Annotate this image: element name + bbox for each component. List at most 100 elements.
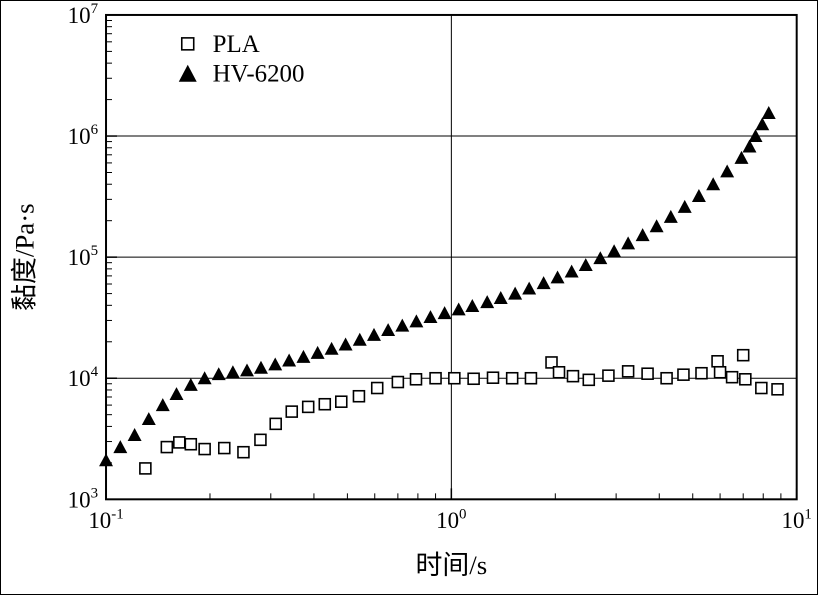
data-point-square	[677, 368, 690, 381]
legend-label: HV-6200	[213, 61, 305, 88]
data-point-square	[524, 371, 538, 385]
data-point-triangle	[755, 117, 770, 131]
data-point-square	[566, 369, 580, 383]
data-point-triangle	[691, 188, 706, 202]
data-point-square	[285, 405, 299, 418]
data-point-square	[301, 400, 315, 414]
data-point-triangle	[621, 236, 636, 250]
data-point-triangle	[480, 295, 495, 309]
series-pla	[139, 348, 784, 475]
data-point-square	[713, 365, 727, 379]
data-point-square	[552, 365, 566, 379]
data-point-square	[448, 371, 461, 385]
data-point-square	[545, 356, 558, 369]
data-point-square	[269, 417, 282, 431]
data-point-triangle	[211, 367, 226, 381]
data-point-square	[467, 372, 480, 386]
legend-item-pla: PLA	[180, 31, 260, 58]
data-point-triangle	[677, 199, 692, 213]
data-point-triangle	[536, 276, 551, 290]
data-point-square	[755, 381, 768, 395]
data-point-triangle	[183, 377, 198, 391]
data-point-triangle	[663, 209, 678, 223]
data-point-square	[621, 365, 635, 378]
data-point-triangle	[493, 290, 508, 304]
data-point-triangle	[155, 398, 170, 412]
data-point-triangle	[253, 360, 268, 374]
data-point-triangle	[564, 264, 579, 278]
y-tick-label: 105	[68, 243, 98, 270]
y-axis-label: 黏度/Pa·s	[9, 203, 39, 311]
data-point-triangle	[748, 129, 763, 143]
data-point-square	[254, 433, 267, 447]
x-tick-label: 101	[782, 506, 812, 533]
x-tick-label: 10-1	[88, 506, 123, 533]
data-point-triangle	[197, 371, 212, 385]
series-hv-6200	[99, 106, 776, 467]
data-point-triangle	[324, 341, 339, 355]
data-point-square	[695, 366, 708, 380]
data-point-triangle	[338, 337, 353, 351]
data-point-triangle	[99, 453, 113, 467]
data-point-triangle	[550, 270, 565, 284]
data-point-square	[409, 373, 423, 386]
data-point-triangle	[296, 349, 311, 363]
data-point-triangle	[352, 332, 367, 346]
data-point-square	[582, 373, 596, 387]
data-point-square	[139, 462, 152, 475]
data-point-square	[429, 371, 442, 385]
data-point-triangle	[437, 306, 452, 320]
legend-label: PLA	[213, 31, 260, 58]
data-point-triangle	[409, 314, 424, 328]
data-point-square	[391, 375, 405, 389]
data-point-triangle	[282, 353, 297, 367]
data-point-square	[237, 445, 250, 459]
x-axis-label: 时间/s	[415, 550, 487, 580]
legend-open-square-icon	[180, 37, 195, 51]
data-point-triangle	[367, 327, 381, 341]
data-point-triangle	[141, 412, 156, 426]
data-point-triangle	[127, 427, 142, 441]
data-point-triangle	[381, 323, 396, 337]
data-point-square	[217, 441, 231, 455]
data-point-triangle	[607, 244, 622, 258]
data-point-square	[711, 355, 724, 368]
y-tick-label: 104	[68, 364, 99, 391]
data-point-triangle	[761, 106, 776, 119]
data-point-square	[771, 383, 784, 396]
data-point-square	[334, 395, 348, 408]
data-point-square	[505, 371, 519, 385]
data-point-square	[486, 371, 500, 384]
data-point-square	[660, 371, 673, 385]
data-point-triangle	[522, 281, 537, 295]
data-point-square	[739, 373, 752, 386]
data-point-square	[602, 369, 615, 382]
y-tick-label: 107	[68, 1, 99, 28]
data-point-square	[352, 389, 366, 403]
data-point-triangle	[395, 318, 410, 332]
data-point-square	[370, 381, 384, 395]
data-point-square	[184, 437, 198, 451]
data-point-triangle	[225, 365, 240, 379]
data-point-triangle	[169, 387, 184, 401]
data-point-triangle	[508, 286, 523, 300]
data-point-square	[725, 370, 739, 384]
legend-filled-triangle-icon	[178, 64, 197, 82]
data-point-square	[318, 397, 332, 411]
data-point-triangle	[720, 164, 735, 178]
y-tick-label: 106	[68, 122, 99, 149]
data-point-triangle	[113, 440, 128, 454]
data-point-triangle	[465, 299, 480, 312]
data-point-triangle	[742, 139, 757, 153]
data-point-triangle	[310, 345, 325, 359]
data-point-triangle	[240, 363, 254, 377]
legend-item-hv-6200: HV-6200	[178, 61, 305, 88]
data-point-triangle	[593, 251, 608, 265]
data-point-square	[736, 348, 750, 362]
data-point-triangle	[268, 357, 283, 371]
data-point-triangle	[451, 302, 466, 316]
data-point-triangle	[734, 150, 749, 164]
data-point-triangle	[706, 177, 721, 191]
